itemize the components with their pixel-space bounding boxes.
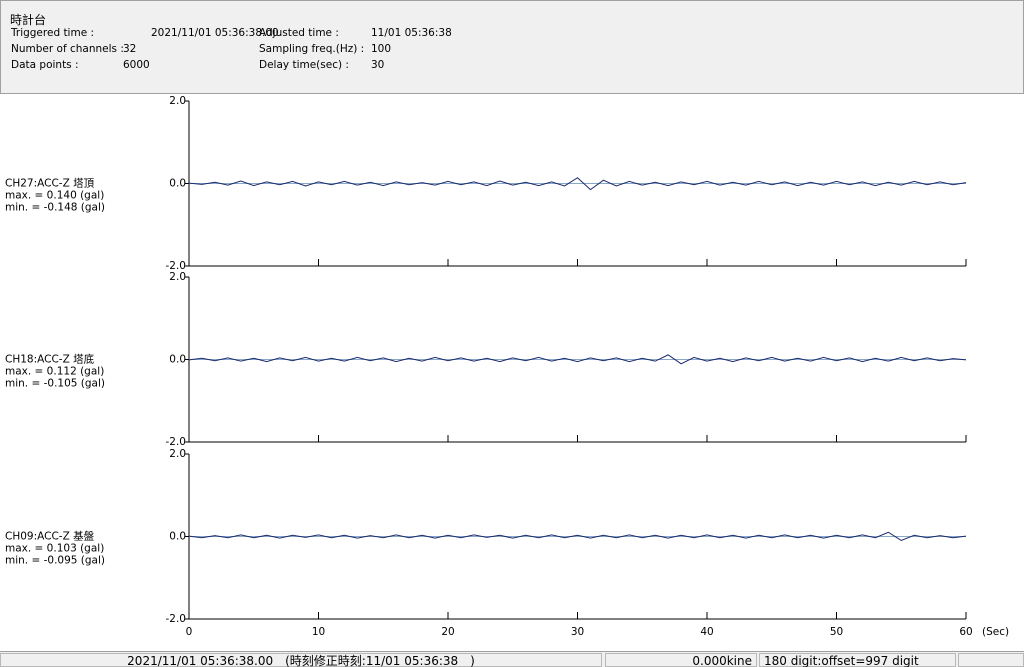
info-value: 100 [371, 43, 392, 55]
status-bar: 2021/11/01 05:36:38.00 (時刻修正時刻:11/01 05:… [0, 651, 1024, 667]
channel-label: CH09:ACC-Z 基盤 [5, 530, 95, 543]
info-label: Delay time(sec) : [259, 59, 349, 71]
status-time: 2021/11/01 05:36:38.00 (時刻修正時刻:11/01 05:… [0, 653, 602, 667]
info-value: 2021/11/01 05:36:38.00 [151, 27, 279, 39]
channel-label: CH18:ACC-Z 塔底 [5, 353, 95, 366]
y-tick-label: 0.0 [169, 178, 186, 190]
waveform [188, 531, 967, 541]
x-tick-label: 60 [959, 626, 972, 638]
channel-label: CH27:ACC-Z 塔頂 [5, 177, 95, 190]
max-label: max. = 0.112 (gal) [5, 366, 104, 378]
station-name: 時計台 [10, 13, 47, 27]
min-label: min. = -0.148 (gal) [5, 202, 105, 214]
status-velocity: 0.000kine [605, 653, 757, 667]
status-digit: 180 digit:offset=997 digit [759, 653, 956, 667]
x-tick-label: 10 [312, 626, 325, 638]
info-label: Number of channels : [11, 43, 124, 55]
y-tick-label: 2.0 [169, 95, 186, 107]
y-tick-label: -2.0 [166, 436, 187, 448]
waveform [188, 354, 967, 365]
info-value: 11/01 05:36:38 [371, 27, 452, 39]
info-value: 6000 [123, 59, 150, 71]
min-label: min. = -0.095 (gal) [5, 555, 105, 567]
info-value: 32 [123, 43, 137, 55]
info-label: Triggered time : [11, 27, 95, 39]
y-tick-label: 0.0 [169, 354, 186, 366]
max-label: max. = 0.140 (gal) [5, 190, 104, 202]
y-tick-label: 2.0 [169, 271, 186, 283]
x-axis-label: (Sec) [982, 626, 1009, 638]
x-tick-label: 30 [571, 626, 584, 638]
min-label: min. = -0.105 (gal) [5, 378, 105, 390]
y-tick-label: -2.0 [166, 613, 187, 625]
waveform [188, 177, 967, 191]
x-tick-label: 40 [700, 626, 713, 638]
x-tick-label: 0 [186, 626, 193, 638]
x-tick-label: 50 [830, 626, 843, 638]
info-value: 30 [371, 59, 385, 71]
x-tick-label: 20 [441, 626, 454, 638]
status-empty [958, 653, 1024, 667]
info-label: Adjusted time : [259, 27, 339, 39]
y-tick-label: 2.0 [169, 448, 186, 460]
y-tick-label: 0.0 [169, 531, 186, 543]
info-header: 時計台 Triggered time : 2021/11/01 05:36:38… [0, 0, 1024, 94]
info-label: Sampling freq.(Hz) : [259, 43, 365, 55]
max-label: max. = 0.103 (gal) [5, 543, 104, 555]
info-label: Data points : [11, 59, 79, 71]
y-tick-label: -2.0 [166, 260, 187, 272]
